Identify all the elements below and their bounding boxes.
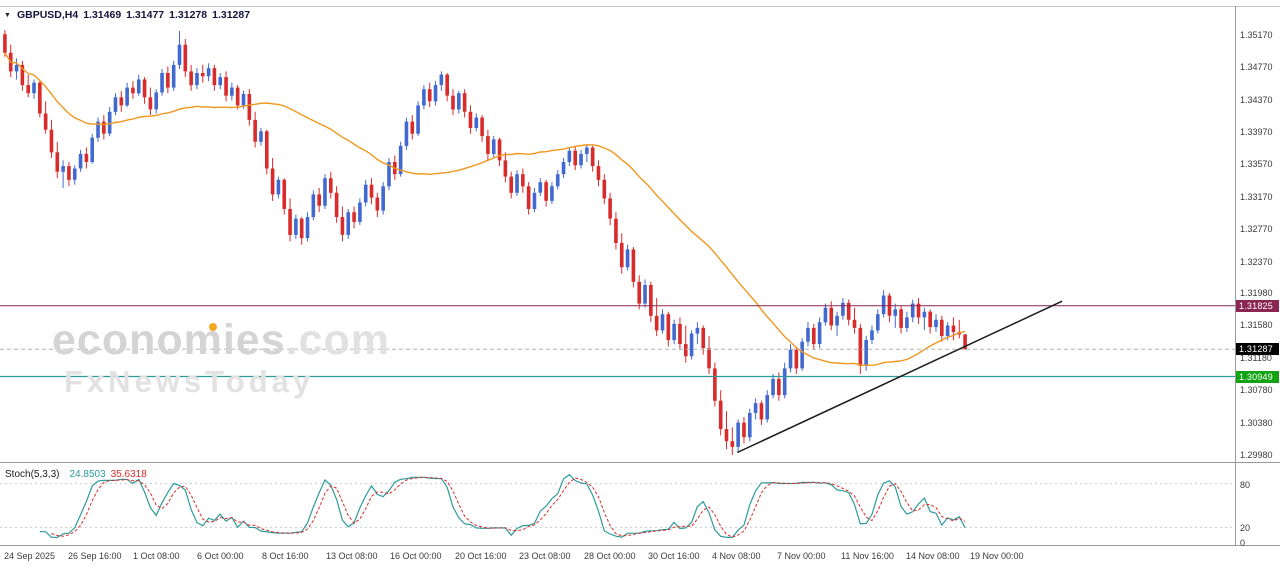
indicator-label: Stoch(5,3,3) 24.8503 35.6318 [5,469,152,480]
indicator-k-value: 24.8503 [69,469,106,480]
price-tag-support: 1.30949 [1236,371,1279,383]
stochastic-d-line [51,476,966,538]
candlestick-series [3,30,967,455]
symbol-marker-icon: ▼ [4,11,11,19]
symbol-ohlc-header: ▼ GBPUSD,H4 1.31469 1.31477 1.31278 1.31… [4,9,250,21]
price-tag-last-price: 1.31287 [1236,343,1279,355]
symbol-label: GBPUSD,H4 [16,9,79,21]
stochastic-k-line [39,473,966,539]
trendline[interactable] [736,300,1063,454]
price-tag-resistance: 1.31825 [1236,300,1279,312]
indicator-name: Stoch(5,3,3) [5,469,60,480]
indicator-d-value: 35.6318 [110,469,147,480]
moving-average-line[interactable] [4,52,966,367]
watermark: economies.com FxNewsToday [52,316,391,400]
close-value: 1.31287 [212,9,251,21]
watermark-brand-text: economies [52,316,286,364]
watermark-suffix-text: .com [285,316,391,364]
watermark-tagline: FxNewsToday [64,364,315,400]
high-value: 1.31477 [126,9,165,21]
open-value: 1.31469 [83,9,122,21]
low-value: 1.31278 [169,9,208,21]
watermark-i-dot [209,323,217,331]
watermark-brand: economies.com [52,316,391,364]
